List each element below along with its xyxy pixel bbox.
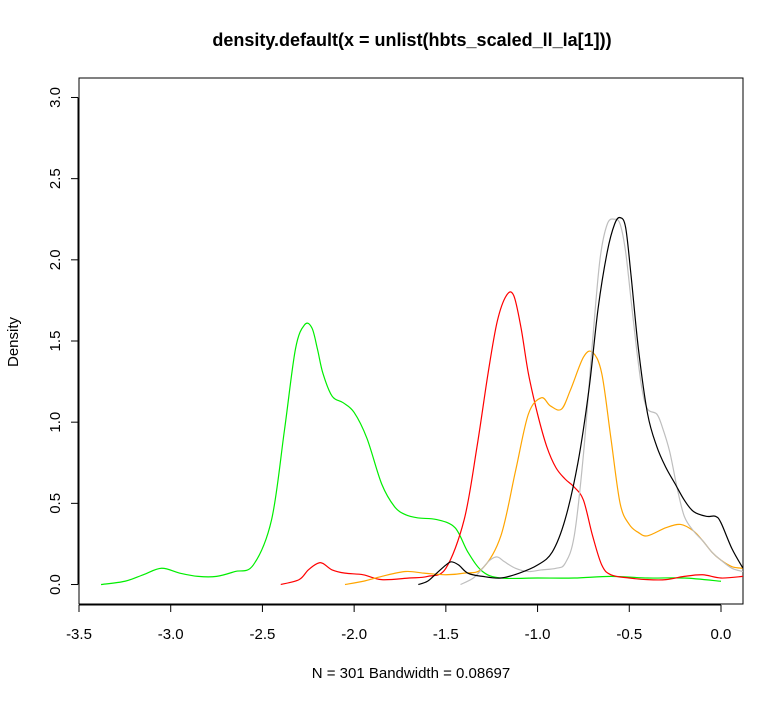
- plot-area: [100, 216, 743, 586]
- density-line-5: [418, 216, 743, 586]
- x-tick-label: -1.0: [525, 626, 551, 643]
- y-tick-label: 2.5: [47, 168, 64, 189]
- x-axis: -3.5 -3.0 -2.5 -2.0 -1.5 -1.0 -0.5 0.0: [66, 604, 732, 643]
- y-axis-label: Density: [5, 316, 22, 367]
- density-line-1: [100, 322, 722, 586]
- plot-frame: [78, 77, 744, 605]
- y-tick-label: 1.0: [47, 412, 64, 433]
- y-tick-label: 3.0: [47, 87, 64, 108]
- x-tick-label: -1.5: [433, 626, 459, 643]
- x-tick-label: -2.0: [341, 626, 367, 643]
- y-tick-label: 2.0: [47, 249, 64, 270]
- y-axis: 0.0 0.5 1.0 1.5 2.0 2.5 3.0: [47, 87, 79, 595]
- density-line-2: [280, 291, 743, 586]
- chart-title: density.default(x = unlist(hbts_scaled_l…: [212, 30, 611, 50]
- x-tick-label: -3.0: [158, 626, 184, 643]
- y-tick-label: 0.0: [47, 574, 64, 595]
- y-tick-label: 0.5: [47, 493, 64, 514]
- x-axis-label: N = 301 Bandwidth = 0.08697: [312, 665, 511, 682]
- series-layer: [100, 216, 743, 586]
- y-tick-label: 1.5: [47, 331, 64, 352]
- x-tick-label: -2.5: [249, 626, 275, 643]
- density-line-3: [344, 350, 743, 586]
- density-line-4: [460, 218, 743, 586]
- x-tick-label: -3.5: [66, 626, 92, 643]
- x-tick-label: 0.0: [711, 626, 732, 643]
- x-tick-label: -0.5: [616, 626, 642, 643]
